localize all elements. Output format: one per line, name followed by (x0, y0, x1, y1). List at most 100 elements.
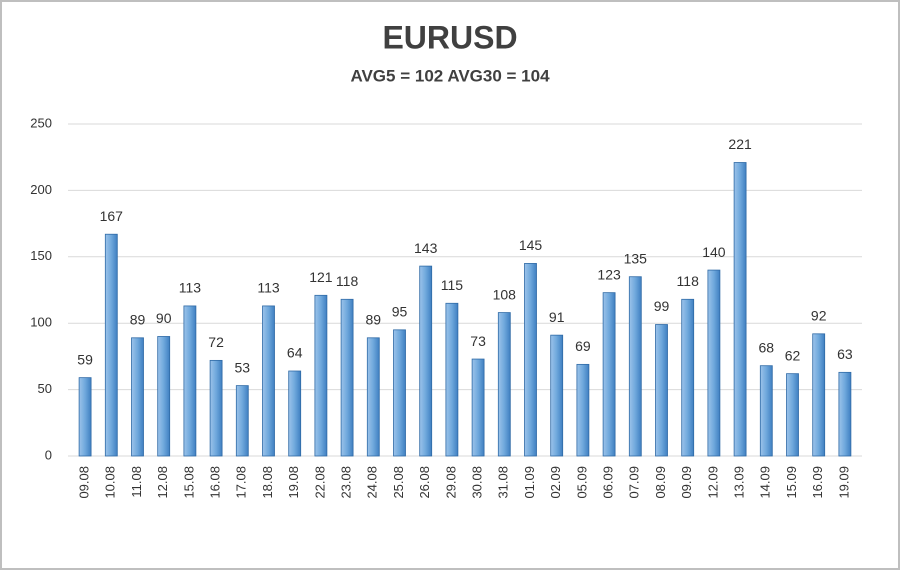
bar (733, 162, 747, 457)
bar (786, 373, 799, 457)
x-tick-label: 07.09 (627, 466, 642, 499)
bar (288, 370, 302, 457)
data-label: 91 (549, 309, 565, 325)
data-label: 221 (728, 136, 752, 152)
data-label: 118 (336, 273, 359, 289)
x-tick-label: 08.09 (653, 466, 668, 499)
bar (471, 358, 485, 457)
x-tick-label: 12.08 (155, 466, 170, 499)
bar (497, 312, 511, 457)
x-tick-label: 19.08 (286, 466, 301, 499)
data-label: 135 (624, 250, 648, 266)
x-tick-label: 15.09 (784, 466, 799, 499)
bar (104, 233, 118, 457)
bar (209, 359, 223, 457)
x-tick-label: 16.09 (810, 466, 825, 499)
bar (157, 336, 171, 457)
x-tick-label: 22.08 (312, 466, 327, 499)
data-label: 69 (575, 338, 591, 354)
data-label: 145 (519, 237, 543, 253)
data-label: 121 (309, 269, 333, 285)
x-tick-label: 18.08 (260, 466, 275, 499)
data-label: 140 (702, 244, 726, 260)
bar (445, 302, 459, 457)
data-label: 73 (470, 333, 486, 349)
x-tick-label: 16.08 (208, 466, 223, 499)
data-label: 167 (100, 208, 124, 224)
x-tick-label: 19.09 (836, 466, 851, 499)
x-tick-label: 17.08 (234, 466, 249, 499)
bar (183, 305, 197, 457)
bar (78, 377, 92, 457)
y-tick-label: 100 (30, 315, 52, 330)
bar (235, 385, 249, 457)
x-tick-label: 12.09 (705, 466, 720, 499)
bar (681, 298, 695, 457)
x-tick-label: 02.09 (548, 466, 563, 499)
bar (602, 292, 616, 457)
bar (419, 265, 433, 457)
bar (524, 263, 537, 457)
x-tick-label: 26.08 (417, 466, 432, 499)
x-tick-label: 14.09 (758, 466, 773, 499)
x-tick-label: 06.09 (601, 466, 616, 499)
data-label: 108 (493, 286, 517, 302)
bar (576, 363, 590, 457)
x-tick-label: 13.09 (732, 466, 747, 499)
x-tick-label: 01.09 (522, 466, 537, 499)
data-label: 99 (654, 298, 670, 314)
data-label: 62 (785, 347, 801, 363)
bar (812, 333, 826, 457)
data-label: 90 (156, 310, 172, 326)
x-tick-label: 31.08 (496, 466, 511, 499)
y-tick-label: 200 (30, 182, 52, 197)
y-tick-label: 0 (45, 447, 52, 462)
x-tick-label: 25.08 (391, 466, 406, 499)
data-label: 115 (441, 277, 464, 293)
data-label: 64 (287, 345, 303, 361)
data-label: 72 (208, 334, 224, 350)
y-tick-label: 50 (38, 381, 52, 396)
bar (131, 337, 144, 457)
data-label: 89 (366, 312, 382, 328)
bar (393, 329, 406, 457)
data-label: 113 (179, 280, 202, 296)
x-tick-label: 09.09 (679, 466, 694, 499)
data-label: 63 (837, 346, 853, 362)
bar (366, 337, 380, 457)
x-tick-label: 24.08 (365, 466, 380, 499)
bar (340, 298, 354, 457)
data-label: 53 (235, 359, 251, 375)
x-tick-label: 10.08 (103, 466, 118, 499)
x-tick-label: 09.08 (77, 466, 92, 499)
bar (759, 365, 773, 457)
data-label: 113 (257, 280, 280, 296)
data-label: 92 (811, 308, 827, 324)
data-label: 123 (597, 266, 621, 282)
y-tick-label: 150 (30, 248, 52, 263)
data-label: 68 (759, 339, 775, 355)
chart-subtitle: AVG5 = 102 AVG30 = 104 (350, 66, 550, 85)
y-tick-label: 250 (30, 115, 52, 130)
x-tick-label: 15.08 (181, 466, 196, 499)
bar (262, 305, 275, 457)
x-tick-label: 05.09 (574, 466, 589, 499)
bar (707, 269, 721, 457)
bar (550, 334, 564, 457)
chart-title: EURUSD (382, 19, 517, 55)
bar (655, 324, 668, 457)
bar (314, 294, 328, 457)
bar (838, 371, 852, 457)
x-tick-label: 29.08 (443, 466, 458, 499)
data-label: 95 (392, 304, 408, 320)
data-label: 59 (77, 351, 93, 367)
x-tick-label: 11.08 (129, 466, 144, 498)
x-tick-label: 23.08 (339, 466, 354, 499)
data-label: 143 (414, 240, 438, 256)
bar (628, 276, 642, 457)
data-label: 118 (677, 273, 700, 289)
data-label: 89 (130, 312, 146, 328)
